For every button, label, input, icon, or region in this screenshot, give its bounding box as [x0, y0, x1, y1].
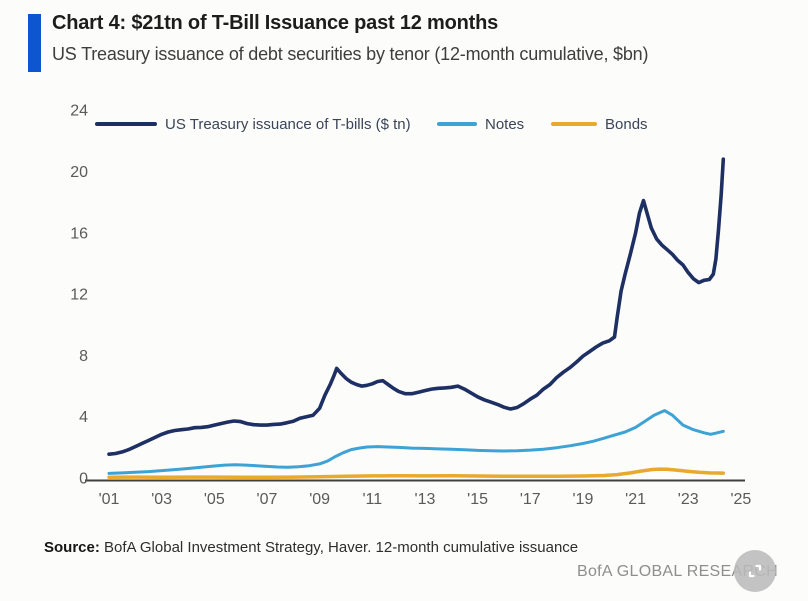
y-tick-label: 24: [70, 103, 88, 120]
x-tick-label: '11: [362, 491, 382, 508]
y-tick-label: 20: [70, 164, 88, 181]
legend-label-tbills: US Treasury issuance of T-bills ($ tn): [165, 115, 411, 133]
expand-button[interactable]: [734, 550, 776, 592]
x-tick-label: '17: [520, 491, 541, 508]
x-tick-label: '23: [678, 491, 699, 508]
x-tick-label: '21: [625, 491, 646, 508]
tbills-line-swatch: [95, 122, 157, 126]
x-tick-label: '13: [415, 491, 436, 508]
x-tick-label: '19: [572, 491, 593, 508]
legend-item-tbills: US Treasury issuance of T-bills ($ tn): [95, 115, 411, 133]
expand-icon: [748, 564, 762, 578]
series-line-bonds: [107, 467, 726, 479]
source-text: BofA Global Investment Strategy, Haver. …: [99, 539, 579, 556]
y-tick-label: 12: [70, 287, 88, 304]
legend-label-notes: Notes: [485, 115, 525, 133]
source-label: Source:: [44, 539, 100, 556]
series-line-us-treasury-issuance-of-t-bills-tn: [107, 157, 726, 457]
notes-line-swatch: [437, 122, 477, 126]
x-tick-label: '05: [204, 491, 225, 508]
chart-subtitle: US Treasury issuance of debt securities …: [52, 44, 649, 64]
x-tick-label: '09: [309, 491, 330, 508]
title-accent-bar: [28, 14, 41, 72]
y-tick-label: 0: [79, 471, 88, 488]
x-tick-label: '15: [467, 491, 488, 508]
legend-item-notes: Notes: [437, 115, 525, 133]
y-tick-label: 4: [79, 409, 88, 426]
source-note: Source: BofA Global Investment Strategy,…: [44, 539, 578, 556]
y-tick-label: 8: [79, 348, 88, 365]
y-tick-label: 16: [70, 225, 88, 242]
legend-label-bonds: Bonds: [605, 115, 648, 133]
x-tick-label: '01: [99, 491, 120, 508]
x-tick-label: '07: [257, 491, 278, 508]
legend-item-bonds: Bonds: [551, 115, 648, 133]
x-tick-label: '25: [730, 491, 751, 508]
bonds-line-swatch: [551, 122, 597, 126]
series-line-notes: [107, 409, 725, 475]
chart-title: Chart 4: $21tn of T-Bill Issuance past 1…: [52, 12, 499, 34]
x-tick-label: '03: [151, 491, 172, 508]
watermark-bofa-global-research: BofA GLOBAL RESEARCH: [577, 563, 779, 580]
